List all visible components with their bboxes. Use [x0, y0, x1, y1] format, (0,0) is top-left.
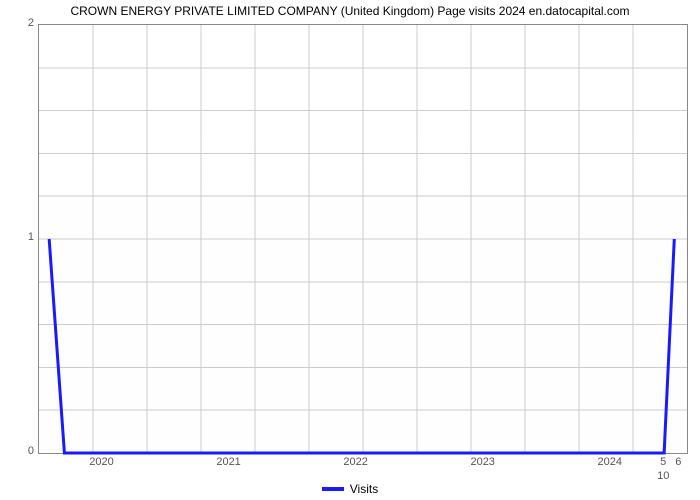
x-tick-label: 2022 — [326, 456, 386, 468]
gridlines — [39, 25, 687, 453]
y-tick-label: 2 — [4, 17, 34, 29]
annotation-label: 5 — [660, 456, 666, 468]
x-tick-label: 2020 — [72, 456, 132, 468]
legend-label: Visits — [350, 482, 378, 496]
plot-area — [38, 24, 688, 454]
annotation-label: 6 — [675, 456, 681, 468]
x-tick-label: 2023 — [453, 456, 513, 468]
x-tick-label: 2021 — [199, 456, 259, 468]
chart-title: CROWN ENERGY PRIVATE LIMITED COMPANY (Un… — [0, 4, 700, 18]
x-tick-label: 2024 — [580, 456, 640, 468]
plot-svg — [39, 25, 687, 453]
visits-line — [49, 239, 674, 453]
legend-swatch — [322, 487, 344, 491]
y-tick-label: 1 — [4, 231, 34, 243]
legend: Visits — [0, 481, 700, 496]
chart-container: CROWN ENERGY PRIVATE LIMITED COMPANY (Un… — [0, 0, 700, 500]
y-tick-label: 0 — [4, 445, 34, 457]
